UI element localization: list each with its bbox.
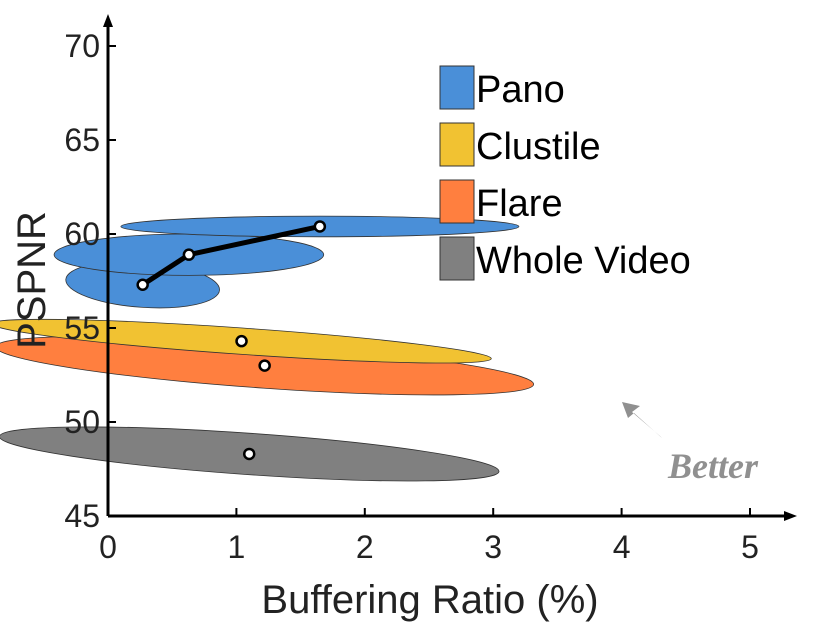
x-tick-label: 1: [228, 529, 246, 565]
clustile-point-0: [235, 334, 248, 348]
legend-label-pano: Pano: [476, 69, 565, 111]
x-axis-label: Buffering Ratio (%): [261, 578, 598, 622]
pano-point-2: [313, 220, 327, 233]
better-arrow-icon: [622, 402, 662, 438]
better-label: Better: [667, 446, 759, 486]
point-layer: [136, 220, 327, 461]
legend-label-clustile: Clustile: [476, 126, 601, 168]
legend-label-whole-video: Whole Video: [476, 240, 691, 282]
y-tick-label: 50: [64, 404, 100, 440]
whole-video-point-0: [242, 447, 256, 461]
legend-label-flare: Flare: [476, 183, 563, 225]
x-tick-label: 4: [613, 529, 631, 565]
legend-swatch-pano: [439, 65, 475, 110]
x-axis-arrow-icon: [784, 511, 797, 521]
better-annotation: Better: [622, 402, 759, 486]
flare-point-0: [258, 359, 271, 372]
x-tick-label: 0: [99, 529, 117, 565]
x-tick-label: 5: [741, 529, 759, 565]
y-tick-label: 65: [64, 122, 100, 158]
axes: [103, 14, 797, 521]
y-axis-arrow-icon: [103, 14, 113, 27]
x-tick-labels: 0 1 2 3 4 5: [99, 529, 759, 565]
pano-point-0: [136, 278, 149, 292]
y-tick-label: 60: [64, 216, 100, 252]
y-tick-label: 45: [64, 498, 100, 534]
legend-swatch-whole-video: [439, 236, 475, 281]
pano-point-1: [182, 248, 196, 261]
y-axis-label: PSPNR: [10, 211, 54, 349]
y-tick-label: 70: [64, 28, 100, 64]
y-tick-labels: 45 50 55 60 65 70: [64, 28, 100, 534]
x-tick-label: 3: [484, 529, 502, 565]
legend-swatch-clustile: [439, 122, 475, 167]
legend-swatch-flare: [439, 179, 475, 224]
x-tick-label: 2: [356, 529, 374, 565]
y-tick-label: 55: [64, 310, 100, 346]
legend: Pano Clustile Flare Whole Video: [439, 65, 691, 282]
